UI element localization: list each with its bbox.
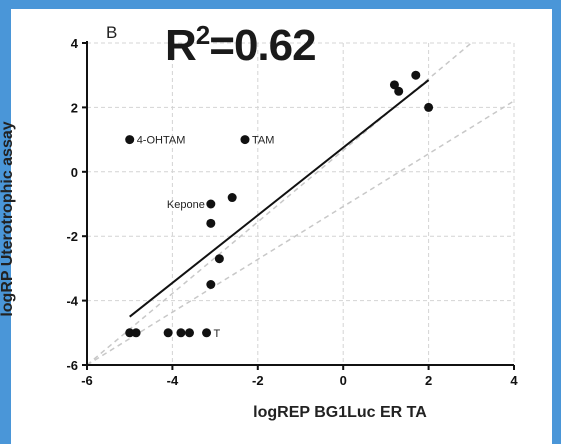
data-point xyxy=(206,218,216,228)
data-point xyxy=(411,70,421,80)
point-annotation: Kepone xyxy=(167,199,205,211)
point-annotation: T xyxy=(214,328,221,340)
data-point xyxy=(424,102,434,112)
data-point xyxy=(394,86,404,96)
y-tick-label: 0 xyxy=(71,165,78,180)
point-annotation: 4-OHTAM xyxy=(137,135,186,147)
x-axis-label: logREP BG1Luc ER TA xyxy=(253,404,427,421)
r2-value: =0.62 xyxy=(209,21,316,70)
data-point xyxy=(202,328,212,338)
data-point xyxy=(131,328,141,338)
r2-letter: R xyxy=(165,21,197,70)
r-squared-annotation: R2=0.62 xyxy=(165,21,317,70)
x-tick-label: -4 xyxy=(167,373,179,388)
data-point xyxy=(206,280,216,289)
y-tick-label: 2 xyxy=(71,100,78,115)
data-point xyxy=(125,328,135,338)
data-point xyxy=(184,328,194,338)
x-tick-label: -6 xyxy=(81,373,93,388)
x-tick-label: 0 xyxy=(340,373,347,388)
data-point xyxy=(163,328,173,338)
point-annotation: TAM xyxy=(252,135,274,147)
x-tick-label: 4 xyxy=(510,373,518,388)
data-point xyxy=(125,135,135,145)
data-point xyxy=(389,80,399,90)
data-point xyxy=(206,199,216,209)
data-point xyxy=(240,135,250,145)
panel-label: B xyxy=(106,23,118,42)
x-tick-label: 2 xyxy=(425,373,432,388)
y-tick-label: -2 xyxy=(66,229,78,244)
y-tick-label: -6 xyxy=(66,358,78,373)
data-point xyxy=(176,328,186,338)
r2-superscript: 2 xyxy=(195,20,211,50)
y-axis-label: logRP Uterotrophic assay xyxy=(0,121,16,317)
data-point xyxy=(227,193,237,203)
regression-line xyxy=(129,79,430,318)
x-tick-label: -2 xyxy=(252,373,264,388)
y-tick-label: -4 xyxy=(66,294,78,309)
reference-line xyxy=(86,100,515,366)
data-point xyxy=(214,254,224,264)
y-tick-label: 4 xyxy=(71,36,79,51)
